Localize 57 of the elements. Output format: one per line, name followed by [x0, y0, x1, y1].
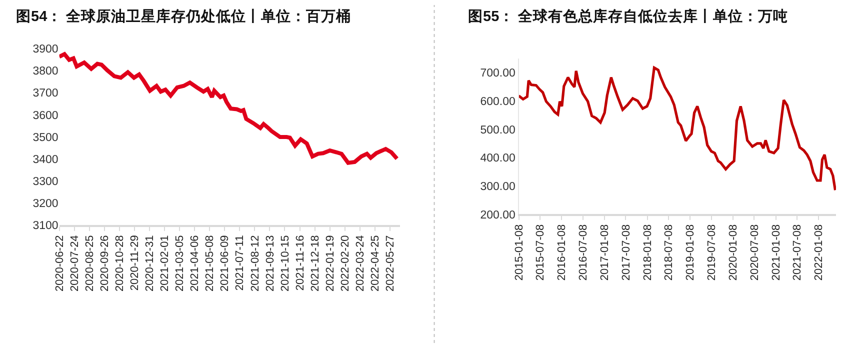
- x-tick-label: 2022-01-19: [324, 235, 336, 292]
- x-tick-label: 2018-01-08: [642, 224, 654, 281]
- x-tick-label: 2020-07-24: [68, 235, 81, 292]
- line-series: [59, 52, 399, 165]
- x-tick-label: 2020-01-08: [727, 224, 740, 281]
- line-series: [518, 66, 836, 192]
- x-tick-label: 2017-07-08: [620, 224, 632, 281]
- y-tick-label: 400.00: [480, 152, 516, 165]
- x-tick-label: 2022-04-25: [369, 235, 382, 292]
- x-tick-label: 2022-05-27: [384, 235, 397, 292]
- x-tick-label: 2020-08-25: [84, 235, 96, 292]
- chart-title: 图55： 全球有色总库存自低位去库丨单位：万吨: [468, 7, 788, 25]
- x-tick-label: 2015-07-08: [534, 224, 547, 281]
- y-tick-label: 300.00: [480, 180, 516, 193]
- y-tick-label: 700.00: [480, 68, 516, 80]
- y-tick-label: 3200: [32, 198, 58, 210]
- y-tick-label: 3900: [32, 44, 58, 56]
- x-tick-label: 2020-12-31: [144, 235, 156, 292]
- y-tick-label: 3400: [32, 154, 58, 166]
- x-tick-label: 2021-04-06: [189, 235, 202, 292]
- x-tick-label: 2021-02-01: [159, 235, 172, 292]
- x-tick-label: 2020-11-29: [129, 235, 142, 291]
- x-tick-label: 2016-07-08: [577, 224, 590, 281]
- x-tick-label: 2021-03-05: [174, 235, 186, 292]
- y-tick-label: 3100: [32, 220, 58, 232]
- x-tick-label: 2022-02-20: [339, 235, 352, 292]
- x-tick-label: 2022-01-08: [813, 224, 826, 281]
- x-tick-label: 2021-01-08: [770, 224, 782, 281]
- x-tick-label: 2020-10-28: [114, 235, 126, 292]
- x-tick-label: 2016-01-08: [556, 224, 568, 281]
- x-tick-label: 2019-01-08: [684, 224, 697, 281]
- y-tick-label: 3600: [32, 110, 58, 122]
- x-tick-label: 2018-07-08: [663, 224, 676, 281]
- x-tick-label: 2021-10-15: [279, 235, 292, 292]
- y-tick-label: 200.00: [480, 209, 516, 222]
- y-tick-label: 500.00: [480, 124, 516, 136]
- x-tick-label: 2021-05-08: [204, 235, 216, 292]
- x-tick-label: 2020-06-22: [54, 235, 66, 292]
- x-tick-label: 2019-07-08: [706, 224, 718, 281]
- chart-title: 图54： 全球原油卫星库存仍处低位丨单位：百万桶: [16, 7, 352, 25]
- x-tick-label: 2021-07-11: [234, 235, 246, 291]
- x-tick-label: 2020-07-08: [748, 224, 761, 281]
- x-tick-label: 2021-08-12: [249, 235, 262, 292]
- x-tick-label: 2021-12-18: [309, 235, 322, 292]
- x-tick-label: 2021-09-13: [264, 235, 276, 292]
- y-tick-label: 3800: [32, 66, 58, 78]
- x-tick-label: 2021-06-09: [219, 235, 232, 292]
- x-tick-label: 2017-01-08: [599, 224, 612, 281]
- y-tick-label: 3500: [32, 132, 58, 144]
- x-tick-label: 2020-09-26: [98, 235, 111, 292]
- y-tick-label: 3300: [32, 176, 58, 188]
- y-tick-label: 3700: [32, 88, 58, 100]
- x-tick-label: 2021-07-08: [792, 224, 804, 281]
- x-tick-label: 2021-11-16: [294, 235, 306, 291]
- x-tick-label: 2015-01-08: [513, 224, 526, 281]
- y-tick-label: 600.00: [480, 96, 516, 108]
- x-tick-label: 2022-03-24: [354, 235, 366, 292]
